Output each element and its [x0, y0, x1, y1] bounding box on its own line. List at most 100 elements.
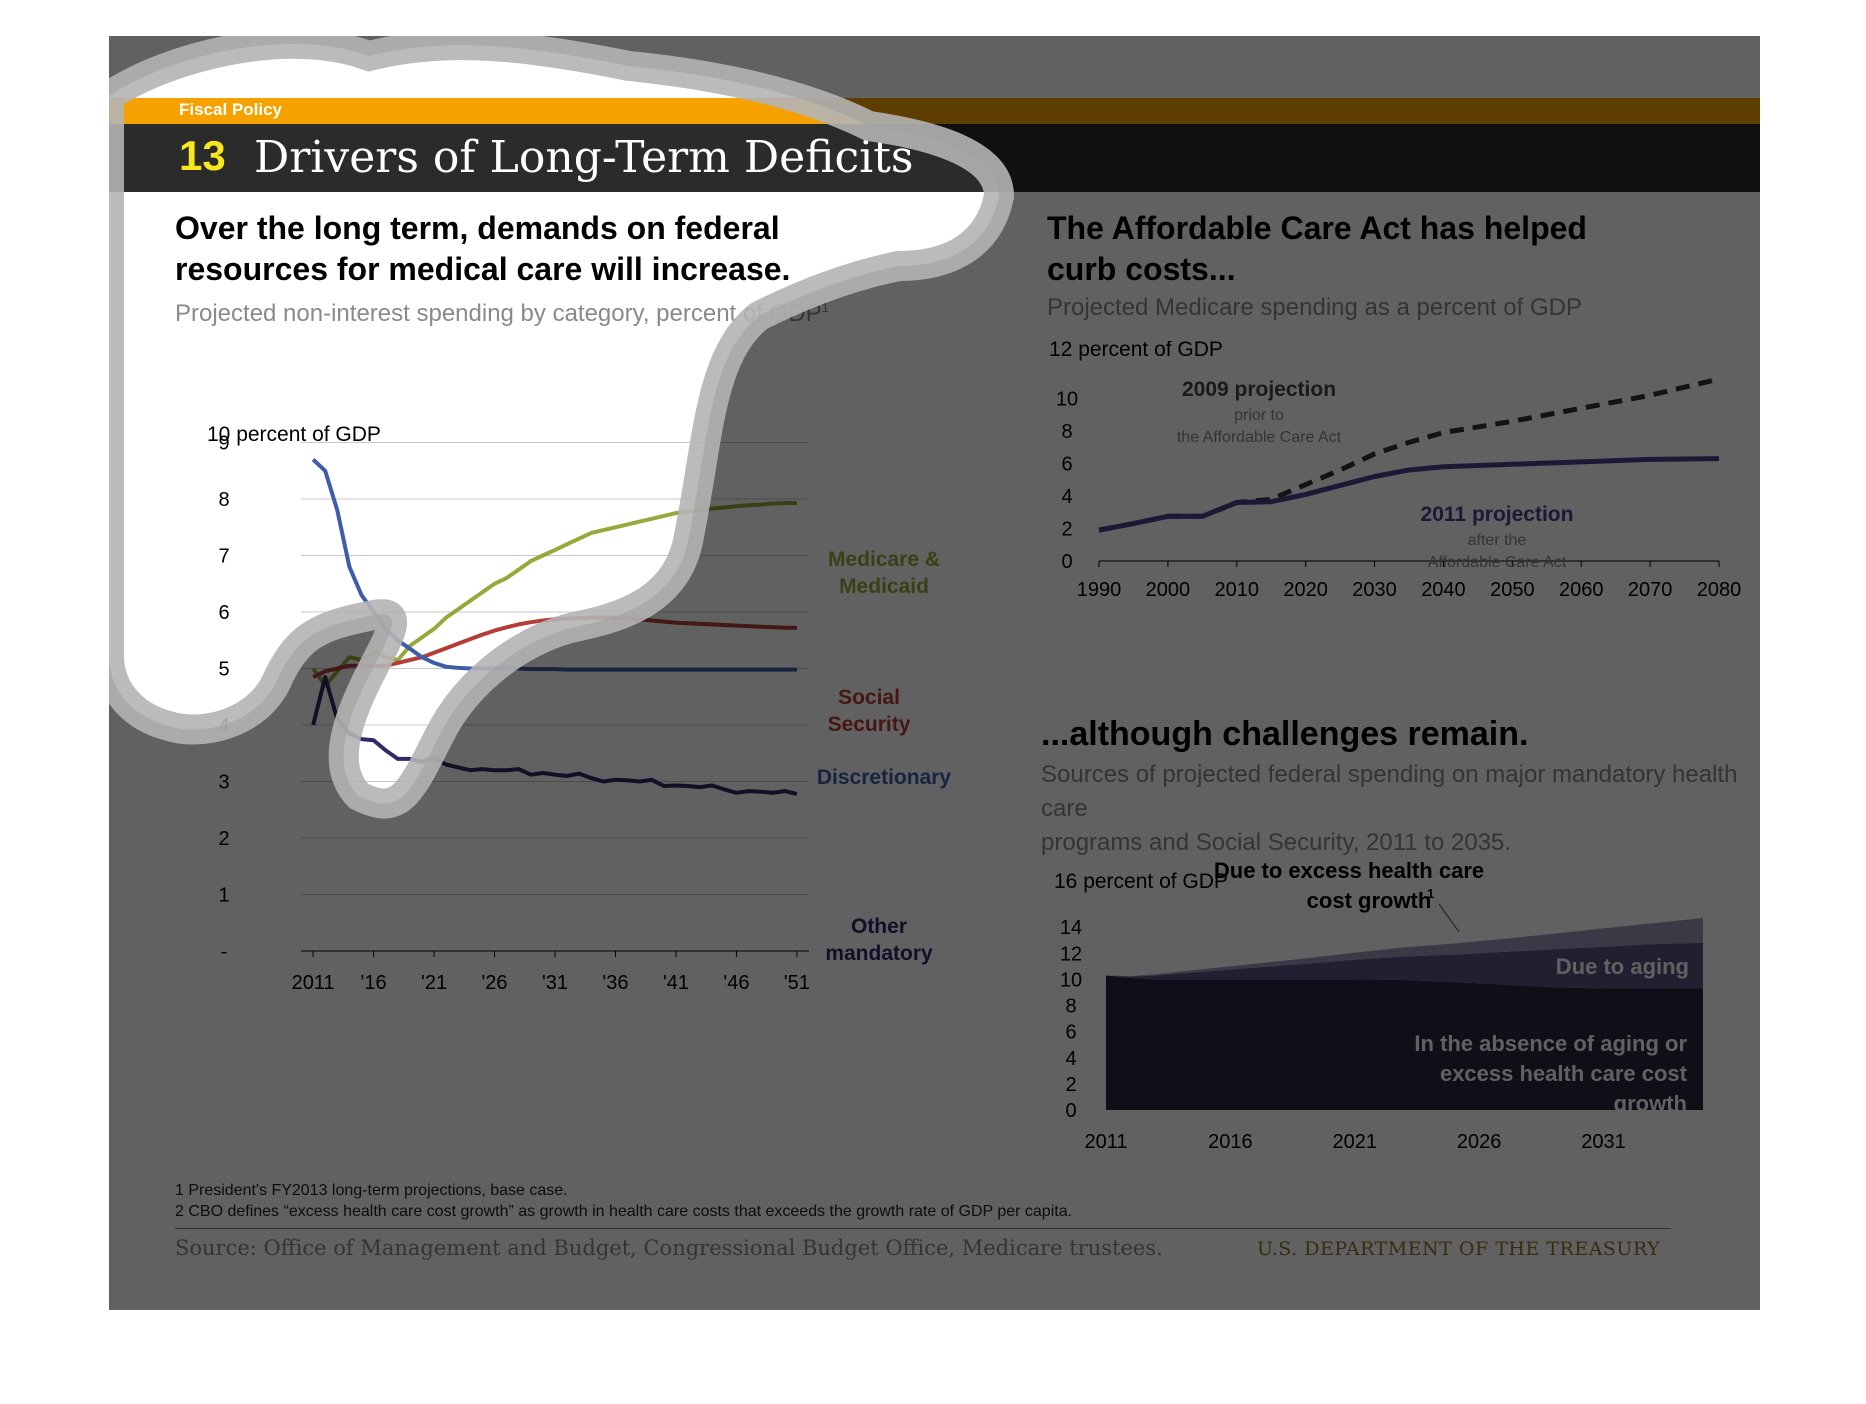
base-label-line1: In the absence of aging or — [1414, 1031, 1687, 1056]
y-tick-label: 8 — [1065, 996, 1076, 1018]
excess-label-line2: cost growth — [1307, 888, 1432, 913]
y-tick-label: 6 — [218, 602, 229, 624]
series-label: 2009 projection — [1182, 378, 1336, 401]
footnote-2: 2 CBO defines “excess health care cost g… — [175, 1203, 1073, 1220]
x-tick-label: '31 — [542, 972, 568, 994]
right-bottom-headline: ...although challenges remain. — [1041, 715, 1529, 753]
series-line — [311, 458, 797, 672]
x-tick-label: 2010 — [1215, 579, 1260, 601]
y-tick-label: 0 — [1061, 551, 1072, 573]
left-headline: Over the long term, demands on federal r… — [175, 208, 790, 290]
x-tick-label: 2011 — [292, 972, 335, 994]
series-label: 2011 projection — [1421, 503, 1574, 526]
y-axis-unit-label: 16 percent of GDP — [1054, 870, 1228, 893]
x-tick-label: 2060 — [1559, 579, 1604, 601]
series-label: Other mandatory — [825, 915, 933, 965]
base-label-line2: excess health care cost — [1440, 1061, 1688, 1086]
y-axis-unit-label: 12 percent of GDP — [1049, 341, 1223, 361]
right-top-headline: The Affordable Care Act has helped curb … — [1047, 208, 1587, 290]
excess-leader-line — [1438, 903, 1460, 933]
medicare-projection-chart: 12 percent of GDP 0 2 4 6 8 10 1990 2000 2010 2020… — [1049, 341, 1742, 601]
left-subtitle: Projected non-interest spending by categ… — [175, 291, 829, 330]
aging-label: Due to aging — [1556, 954, 1689, 979]
y-tick-label: 8 — [1061, 421, 1072, 443]
y-tick-label: 6 — [1065, 1022, 1076, 1044]
y-tick-label: 1 — [218, 885, 229, 907]
series-label-line1: Medicare & — [828, 548, 940, 571]
y-tick-label: 0 — [1065, 1100, 1076, 1122]
x-tick-label: '51 — [784, 972, 810, 994]
x-tick-label: '46 — [723, 972, 749, 994]
left-subtitle-text: Projected non-interest spending by categ… — [175, 300, 822, 327]
x-tick-label: 2050 — [1490, 579, 1535, 601]
series-note-line1: after the — [1468, 532, 1527, 549]
footnote-1: 1 President's FY2013 long-term projectio… — [175, 1182, 568, 1199]
y-tick-label: 4 — [218, 715, 229, 737]
series-label: Social Security — [828, 686, 911, 736]
x-tick-label: 2080 — [1697, 579, 1742, 601]
x-tick-label: 2020 — [1283, 579, 1328, 601]
y-tick-label: 12 — [1060, 943, 1082, 965]
y-tick-label: 4 — [1065, 1048, 1076, 1070]
series-label-line1: Other — [851, 915, 907, 938]
series-note-line2: the Affordable Care Act — [1177, 429, 1342, 446]
y-tick-label: 2 — [1061, 519, 1072, 541]
y-tick-label: 4 — [1061, 486, 1072, 508]
source-line: Source: Office of Management and Budget,… — [175, 1236, 1163, 1260]
series-label-line2: Medicaid — [839, 575, 929, 598]
x-tick-label: 2011 — [1084, 1131, 1127, 1153]
y-tick-label: 8 — [218, 489, 229, 511]
x-tick-label: 2026 — [1457, 1131, 1502, 1153]
page-title: Drivers of Long-Term Deficits — [254, 132, 914, 183]
y-tick-label: 2 — [1065, 1074, 1076, 1096]
series-line — [311, 675, 798, 796]
x-tick-label: 2030 — [1352, 579, 1397, 601]
right-top-headline-line2: curb costs... — [1047, 251, 1236, 287]
x-tick-label: '21 — [421, 972, 447, 994]
y-tick-label: 6 — [1061, 454, 1072, 476]
series-note-line1: prior to — [1234, 407, 1284, 424]
y-tick-label: 10 — [1056, 389, 1078, 411]
slide-number: 13 — [179, 132, 226, 179]
right-top-subtitle: Projected Medicare spending as a percent… — [1047, 294, 1582, 321]
health-spending-sources-chart: 16 percent of GDP 0 2 4 6 8 10 12 14 2011 2016 2021… — [1054, 858, 1703, 1153]
excess-label-line1: Due to excess health care — [1214, 858, 1484, 883]
series-label-line2: mandatory — [825, 942, 933, 965]
y-tick-label: 2 — [218, 828, 229, 850]
excess-label-sup: 1 — [1427, 886, 1434, 901]
series-line — [1098, 456, 1720, 533]
right-top-headline-line1: The Affordable Care Act has helped — [1047, 210, 1587, 246]
series-label-line1: Social — [838, 686, 900, 709]
y-tick-label: 7 — [218, 546, 229, 568]
kicker-band — [109, 98, 1760, 124]
y-tick-label: - — [221, 941, 228, 963]
series-note-line2: Affordable Care Act — [1428, 554, 1567, 571]
left-subtitle-sup: 1 — [821, 300, 829, 315]
x-tick-label: '26 — [481, 972, 507, 994]
x-tick-label: 1990 — [1077, 579, 1122, 601]
left-headline-line1: Over the long term, demands on federal — [175, 210, 780, 246]
y-tick-label: 10 — [1060, 969, 1082, 991]
x-tick-label: '41 — [663, 972, 689, 994]
footer-rule — [175, 1228, 1671, 1229]
x-tick-label: 2070 — [1628, 579, 1673, 601]
y-tick-label: 9 — [218, 433, 229, 455]
base-label-line3: growth — [1614, 1091, 1687, 1116]
series-line — [1098, 376, 1720, 533]
x-tick-label: 2021 — [1333, 1131, 1378, 1153]
series-label: Medicare & Medicaid — [828, 548, 940, 598]
x-tick-label: 2031 — [1581, 1131, 1626, 1153]
y-tick-label: 14 — [1060, 917, 1082, 939]
kicker-label: Fiscal Policy — [179, 100, 282, 119]
agency-name: U.S. DEPARTMENT OF THE TREASURY — [1257, 1238, 1661, 1260]
x-tick-label: 2000 — [1146, 579, 1191, 601]
series-label-line1: Discretionary — [817, 766, 952, 789]
series-label: Discretionary — [817, 766, 952, 789]
series-line — [311, 501, 797, 688]
x-tick-label: '16 — [361, 972, 387, 994]
left-headline-line2: resources for medical care will increase… — [175, 251, 791, 287]
y-tick-label: 3 — [218, 772, 229, 794]
spending-by-category-chart: 10 percent of GDP-1234567892011'16'21'26… — [207, 423, 952, 994]
series-label-line2: Security — [828, 713, 911, 736]
slide: Fiscal Policy 13 Drivers of Long-Term De… — [109, 36, 1760, 1310]
